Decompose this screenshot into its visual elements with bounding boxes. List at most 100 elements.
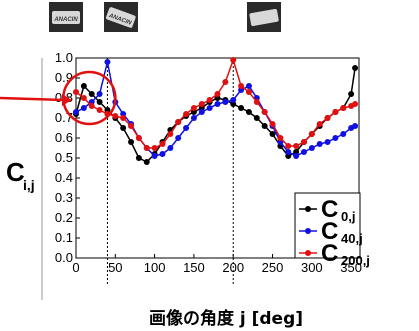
data-point — [120, 115, 127, 121]
data-point — [238, 105, 245, 111]
x-tick-label: 350 — [340, 260, 362, 275]
data-point — [151, 153, 158, 159]
data-point — [214, 91, 221, 97]
data-point — [230, 57, 237, 63]
y-tick-label: 0.1 — [55, 230, 73, 245]
data-point — [253, 99, 260, 105]
data-point — [348, 91, 355, 97]
data-point — [88, 103, 95, 109]
legend-entry-subscript: 200,j — [341, 253, 370, 268]
data-point — [143, 159, 150, 165]
data-point — [183, 125, 190, 131]
y-tick-label: 0.3 — [55, 190, 73, 205]
data-point — [222, 99, 229, 105]
data-point — [175, 135, 182, 141]
y-tick-label: 0.9 — [55, 70, 73, 85]
data-point — [112, 113, 119, 119]
data-point — [128, 123, 135, 129]
data-point — [88, 91, 95, 97]
data-point — [151, 145, 158, 151]
plot-area: 0.00.10.20.30.40.50.60.70.80.91.00501001… — [0, 2, 370, 300]
data-point — [206, 97, 213, 103]
legend-box — [294, 192, 361, 259]
data-point — [300, 139, 307, 145]
legend-entry-subscript: 0,j — [341, 209, 355, 224]
data-point — [206, 105, 213, 111]
data-point — [245, 83, 252, 89]
y-tick-label: 0.6 — [55, 130, 73, 145]
data-point — [80, 105, 87, 111]
y-axis-label-subscript: i,j — [23, 177, 35, 193]
x-tick-label: 100 — [144, 260, 166, 275]
data-point — [230, 97, 237, 103]
data-point — [104, 59, 111, 65]
data-point — [96, 107, 103, 113]
legend-entry-name: C — [321, 240, 338, 267]
data-point — [159, 151, 166, 157]
data-point — [285, 143, 292, 149]
data-point — [324, 115, 331, 121]
data-point — [340, 131, 347, 137]
data-point — [269, 131, 276, 137]
data-point — [96, 91, 103, 97]
y-tick-label: 0.5 — [55, 150, 73, 165]
legend-entry-subscript: 40,j — [341, 231, 363, 246]
thumbnail-label: ANACIN — [53, 17, 78, 23]
data-point — [308, 145, 315, 151]
data-point — [135, 135, 142, 141]
data-point — [238, 83, 245, 89]
data-point — [135, 155, 142, 161]
data-point — [340, 105, 347, 111]
data-point — [316, 121, 323, 127]
y-axis-label: C — [6, 157, 25, 187]
data-point — [80, 95, 87, 101]
data-point — [308, 131, 315, 137]
data-point — [316, 141, 323, 147]
data-point — [261, 123, 268, 129]
data-point — [190, 105, 197, 111]
data-point — [73, 89, 79, 95]
highlight-arrow-shaft — [0, 96, 65, 102]
data-point — [352, 65, 359, 71]
data-point — [285, 149, 292, 155]
data-point — [190, 115, 197, 121]
legend-marker — [305, 206, 311, 212]
data-point — [198, 109, 205, 115]
data-point — [277, 135, 284, 141]
x-tick-label: 250 — [262, 260, 284, 275]
data-point — [352, 123, 359, 129]
data-point — [80, 83, 87, 89]
highlight-arrow-head — [62, 94, 72, 106]
y-tick-label: 0.7 — [55, 110, 73, 125]
series-line-40,j — [75, 61, 356, 157]
data-point — [73, 109, 79, 115]
data-point — [159, 141, 166, 147]
data-point — [167, 131, 174, 137]
data-point — [245, 89, 252, 95]
thumbnail-tablet — [52, 11, 80, 24]
data-point — [332, 135, 339, 141]
y-tick-label: 0.4 — [55, 170, 73, 185]
thumbnail-image — [247, 2, 281, 32]
y-tick-label: 0.2 — [55, 210, 73, 225]
data-point — [300, 149, 307, 155]
x-tick-label: 50 — [108, 260, 122, 275]
data-point — [96, 99, 103, 105]
data-point — [352, 101, 359, 107]
data-point — [167, 145, 174, 151]
y-tick-label: 1.0 — [55, 50, 73, 65]
data-point — [214, 101, 221, 107]
data-point — [332, 109, 339, 115]
data-point — [175, 119, 182, 125]
legend-marker — [305, 250, 311, 256]
data-point — [128, 139, 135, 145]
x-tick-label: 0 — [72, 260, 79, 275]
thumbnail-image: ANACIN — [104, 2, 138, 32]
legend-entry-name: C — [321, 196, 338, 223]
thumbnail-tablet — [106, 7, 136, 28]
data-point — [293, 153, 300, 159]
data-point — [143, 145, 150, 151]
x-tick-label: 150 — [183, 260, 205, 275]
legend-marker — [305, 228, 311, 234]
